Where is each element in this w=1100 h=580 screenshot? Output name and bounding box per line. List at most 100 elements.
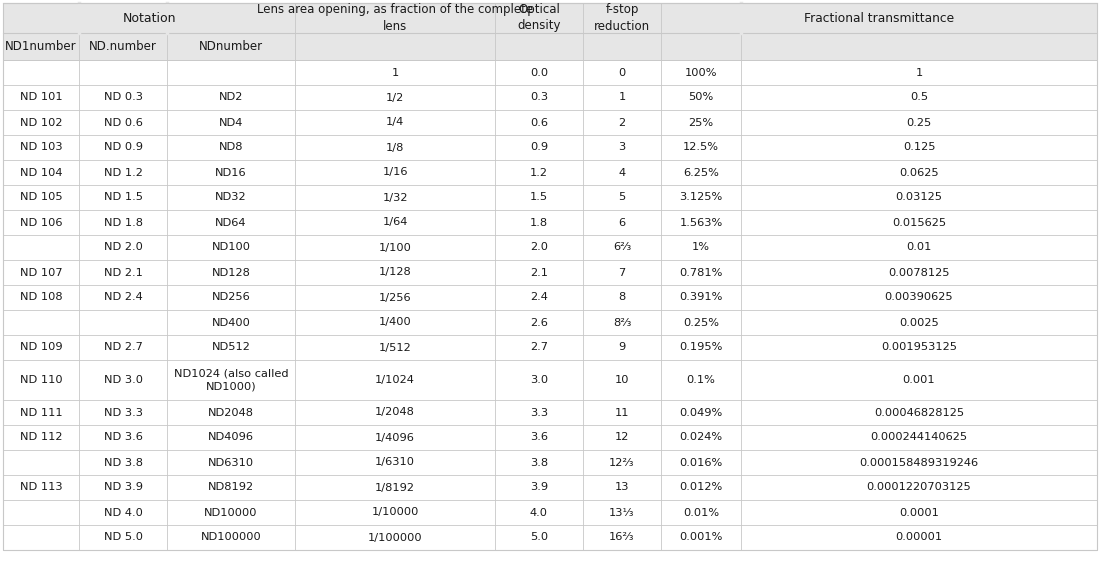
Text: f-stop
reduction: f-stop reduction [594, 3, 650, 32]
Text: ND400: ND400 [211, 317, 251, 328]
Text: Lens area opening, as fraction of the complete
lens: Lens area opening, as fraction of the co… [257, 3, 534, 32]
Text: 50%: 50% [689, 92, 714, 103]
Text: 12.5%: 12.5% [683, 143, 719, 153]
Text: 9: 9 [618, 343, 626, 353]
Text: ND 3.0: ND 3.0 [103, 375, 143, 385]
Text: ND 2.4: ND 2.4 [103, 292, 142, 303]
Text: 13: 13 [615, 483, 629, 492]
Text: ND 107: ND 107 [20, 267, 63, 277]
Text: ND64: ND64 [216, 218, 246, 227]
Text: 100%: 100% [684, 67, 717, 78]
Text: ND 3.8: ND 3.8 [103, 458, 143, 467]
Text: 1/10000: 1/10000 [372, 508, 419, 517]
Text: ND16: ND16 [216, 168, 246, 177]
Text: 1/8: 1/8 [386, 143, 404, 153]
Text: ND 3.6: ND 3.6 [103, 433, 142, 443]
Text: 1/16: 1/16 [383, 168, 408, 177]
Text: 25%: 25% [689, 118, 714, 128]
Text: ND4096: ND4096 [208, 433, 254, 443]
Text: ND1number: ND1number [6, 40, 77, 53]
Text: ND 103: ND 103 [20, 143, 63, 153]
Text: 3.6: 3.6 [530, 433, 548, 443]
Text: ND32: ND32 [216, 193, 246, 202]
Text: 12²⁄₃: 12²⁄₃ [609, 458, 635, 467]
Text: ND 2.1: ND 2.1 [103, 267, 142, 277]
Text: 0.016%: 0.016% [680, 458, 723, 467]
Text: 1/128: 1/128 [378, 267, 411, 277]
Text: ND 112: ND 112 [20, 433, 63, 443]
Text: 0.049%: 0.049% [680, 408, 723, 418]
Text: 3.0: 3.0 [530, 375, 548, 385]
Text: ND 3.9: ND 3.9 [103, 483, 143, 492]
Text: 6: 6 [618, 218, 626, 227]
Text: 0.0001: 0.0001 [899, 508, 939, 517]
Text: 5: 5 [618, 193, 626, 202]
Text: 16²⁄₃: 16²⁄₃ [609, 532, 635, 542]
Text: 3: 3 [618, 143, 626, 153]
Text: 0.00001: 0.00001 [895, 532, 943, 542]
Text: ND 1.2: ND 1.2 [103, 168, 142, 177]
Text: 0.024%: 0.024% [680, 433, 723, 443]
Bar [3, 33, 1097, 60]
Text: 0: 0 [618, 67, 626, 78]
Text: ND 109: ND 109 [20, 343, 63, 353]
Text: 1/8192: 1/8192 [375, 483, 415, 492]
Text: 5.0: 5.0 [530, 532, 548, 542]
Text: 1: 1 [618, 92, 626, 103]
Text: 11: 11 [615, 408, 629, 418]
Text: 0.781%: 0.781% [680, 267, 723, 277]
Text: ND 4.0: ND 4.0 [103, 508, 142, 517]
Text: 8²⁄₃: 8²⁄₃ [613, 317, 631, 328]
Text: 1/6310: 1/6310 [375, 458, 415, 467]
Text: 13¹⁄₃: 13¹⁄₃ [609, 508, 635, 517]
Text: 1/400: 1/400 [378, 317, 411, 328]
Text: 3.3: 3.3 [530, 408, 548, 418]
Text: 7: 7 [618, 267, 626, 277]
Text: NDnumber: NDnumber [199, 40, 263, 53]
Text: 0.001: 0.001 [903, 375, 935, 385]
Text: 0.03125: 0.03125 [895, 193, 943, 202]
Text: 1/4096: 1/4096 [375, 433, 415, 443]
Text: ND 1.5: ND 1.5 [103, 193, 143, 202]
Text: 1/256: 1/256 [378, 292, 411, 303]
Text: ND 104: ND 104 [20, 168, 63, 177]
Text: ND4: ND4 [219, 118, 243, 128]
Text: ND 111: ND 111 [20, 408, 63, 418]
Text: 0.391%: 0.391% [680, 292, 723, 303]
Text: 0.01%: 0.01% [683, 508, 719, 517]
Text: 12: 12 [615, 433, 629, 443]
Text: 0.3: 0.3 [530, 92, 548, 103]
Text: ND8192: ND8192 [208, 483, 254, 492]
Text: ND 105: ND 105 [20, 193, 63, 202]
Text: ND8: ND8 [219, 143, 243, 153]
Text: ND1024 (also called
ND1000): ND1024 (also called ND1000) [174, 369, 288, 391]
Text: ND 0.9: ND 0.9 [103, 143, 143, 153]
Text: 2.7: 2.7 [530, 343, 548, 353]
Bar [3, 3, 1097, 33]
Text: ND 110: ND 110 [20, 375, 63, 385]
Text: 0.000158489319246: 0.000158489319246 [859, 458, 979, 467]
Text: 1/512: 1/512 [378, 343, 411, 353]
Text: 2.1: 2.1 [530, 267, 548, 277]
Text: ND128: ND128 [211, 267, 251, 277]
Text: 3.9: 3.9 [530, 483, 548, 492]
Text: 1: 1 [915, 67, 923, 78]
Text: ND10000: ND10000 [205, 508, 257, 517]
Text: ND2048: ND2048 [208, 408, 254, 418]
Text: 10: 10 [615, 375, 629, 385]
Text: 2.6: 2.6 [530, 317, 548, 328]
Text: ND6310: ND6310 [208, 458, 254, 467]
Text: ND 108: ND 108 [20, 292, 63, 303]
Text: 0.00390625: 0.00390625 [884, 292, 954, 303]
Text: ND 113: ND 113 [20, 483, 63, 492]
Text: ND100000: ND100000 [200, 532, 262, 542]
Text: 0.01: 0.01 [906, 242, 932, 252]
Text: 1.563%: 1.563% [680, 218, 723, 227]
Text: 0.0: 0.0 [530, 67, 548, 78]
Text: 8: 8 [618, 292, 626, 303]
Text: 1/1024: 1/1024 [375, 375, 415, 385]
Text: 0.015625: 0.015625 [892, 218, 946, 227]
Text: 0.00046828125: 0.00046828125 [873, 408, 964, 418]
Text: ND 5.0: ND 5.0 [103, 532, 143, 542]
Text: 0.1%: 0.1% [686, 375, 715, 385]
